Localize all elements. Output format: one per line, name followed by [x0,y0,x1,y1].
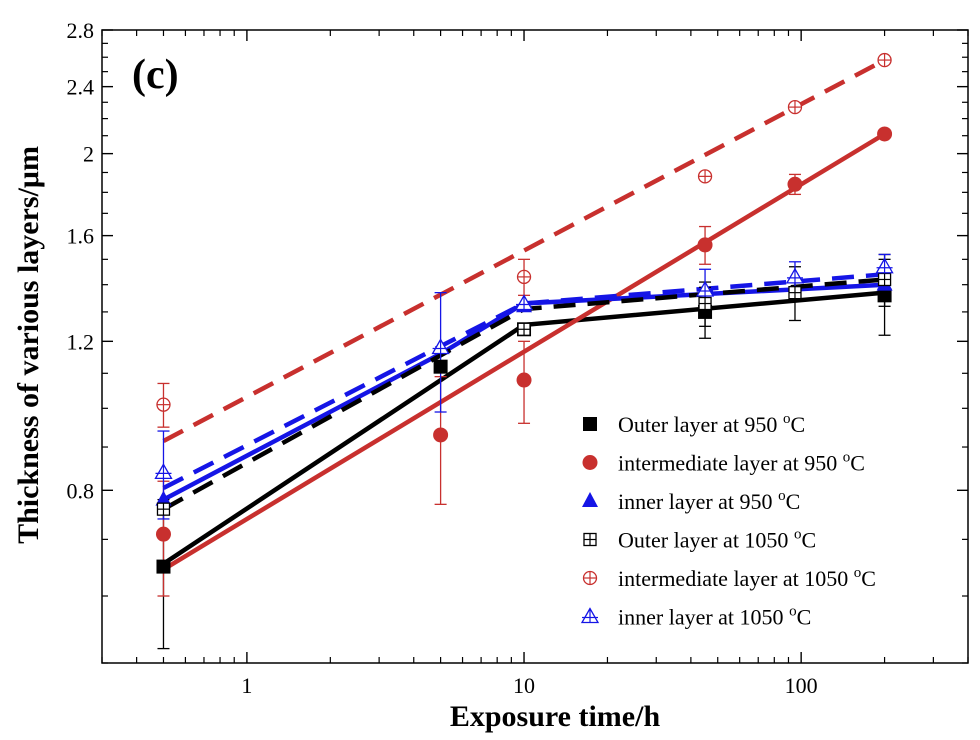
legend-label-main: Outer layer at 950 [618,412,783,437]
circle-marker [787,176,803,192]
data-points [154,52,894,574]
data-point-series-4 [517,322,531,336]
data-point-series-2 [433,427,449,443]
legend-item-4: Outer layer at 1050 oC [583,527,816,553]
circle-marker [155,526,171,542]
legend-label: intermediate layer at 950 oC [618,450,865,476]
legend-label-unit: C [861,566,876,591]
legend-marker [582,570,598,586]
data-point-series-6 [875,257,894,274]
legend-label-degree: o [783,411,791,427]
y-tick-label: 0.8 [67,478,95,503]
legend-label-main: Outer layer at 1050 [618,528,794,553]
legend-label-main: inner layer at 950 [618,489,778,514]
legend-item-3: inner layer at 950 oC [582,488,800,514]
data-point-series-5 [697,169,713,184]
legend-label: Outer layer at 950 oC [618,411,805,437]
legend-marker [583,417,597,431]
data-point-series-2 [155,526,171,542]
legend-label-degree: o [843,450,851,466]
data-point-series-6 [514,294,534,311]
legend-marker [580,607,600,624]
data-point-series-5 [156,397,171,412]
ticks: 1 10 100 0.8 1.2 1.6 2 2.4 2.8 [67,18,969,698]
data-point-series-4 [877,272,892,287]
data-point-series-1 [156,559,171,574]
x-axis-title: Exposure time/h [450,700,661,733]
y-tick-label: 2 [83,142,94,167]
circle-marker [516,372,532,388]
data-point-series-2 [787,176,803,192]
data-point-series-6 [431,338,450,355]
data-point-series-5 [516,269,532,285]
legend-label-degree: o [789,604,797,620]
legend-label-unit: C [850,451,865,476]
y-axis-title: Thickness of various layers/μm [12,146,45,544]
x-tick-label: 100 [785,673,818,698]
legend-label: intermediate layer at 1050 oC [618,565,876,591]
legend-label-unit: C [801,528,816,553]
legend-marker [583,532,597,547]
legend-item-1: Outer layer at 950 oC [583,411,805,437]
legend-item-6: inner layer at 1050 oC [580,604,811,630]
data-point-series-6 [695,280,715,297]
legend-label-degree: o [854,565,862,581]
square-marker [583,417,597,431]
legend-label-unit: C [797,605,812,630]
x-tick-label: 10 [513,673,535,698]
data-point-series-6 [154,463,173,480]
triangle-marker [582,492,598,507]
y-tick-label: 1.2 [67,329,95,354]
circle-marker [877,126,893,142]
panel-label: (c) [132,52,179,98]
data-point-series-4 [698,296,712,311]
data-point-series-2 [516,372,532,388]
circle-marker [433,427,449,443]
y-tick-label: 2.4 [67,75,95,100]
legend-item-2: intermediate layer at 950 oC [582,450,865,476]
square-marker [877,288,892,303]
circle-marker [582,455,598,470]
square-marker [156,559,171,574]
legend-label-main: inner layer at 1050 [618,605,789,630]
data-point-series-5 [787,99,803,115]
legend-label-unit: C [786,489,801,514]
legend-label: Outer layer at 1050 oC [618,527,816,553]
triangle-marker [155,490,172,506]
data-point-series-5 [877,52,892,68]
legend-label-main: intermediate layer at 950 [618,451,843,476]
legend-label: inner layer at 950 oC [618,488,800,514]
y-tick-label: 2.8 [67,18,95,43]
circle-marker [697,237,713,253]
data-point-series-3 [155,490,172,506]
data-point-series-6 [785,267,805,284]
legend-label: inner layer at 1050 oC [618,604,811,630]
legend-label-main: intermediate layer at 1050 [618,566,854,591]
data-point-series-1 [433,359,448,374]
data-point-series-4 [156,502,171,516]
data-point-series-1 [877,288,892,303]
legend-marker [582,455,598,470]
data-point-series-2 [877,126,893,142]
square-marker [433,359,448,374]
legend-label-unit: C [790,412,805,437]
data-point-series-4 [788,285,802,300]
x-tick-label: 1 [241,673,252,698]
legend-item-5: intermediate layer at 1050 oC [582,565,876,591]
y-tick-label: 1.6 [67,224,95,249]
legend-marker [582,492,598,507]
data-point-series-2 [697,237,713,253]
legend-label-degree: o [778,488,786,504]
plot-frame [101,29,969,664]
fit-line-series-6 [162,272,885,491]
legend-label-degree: o [794,527,802,543]
